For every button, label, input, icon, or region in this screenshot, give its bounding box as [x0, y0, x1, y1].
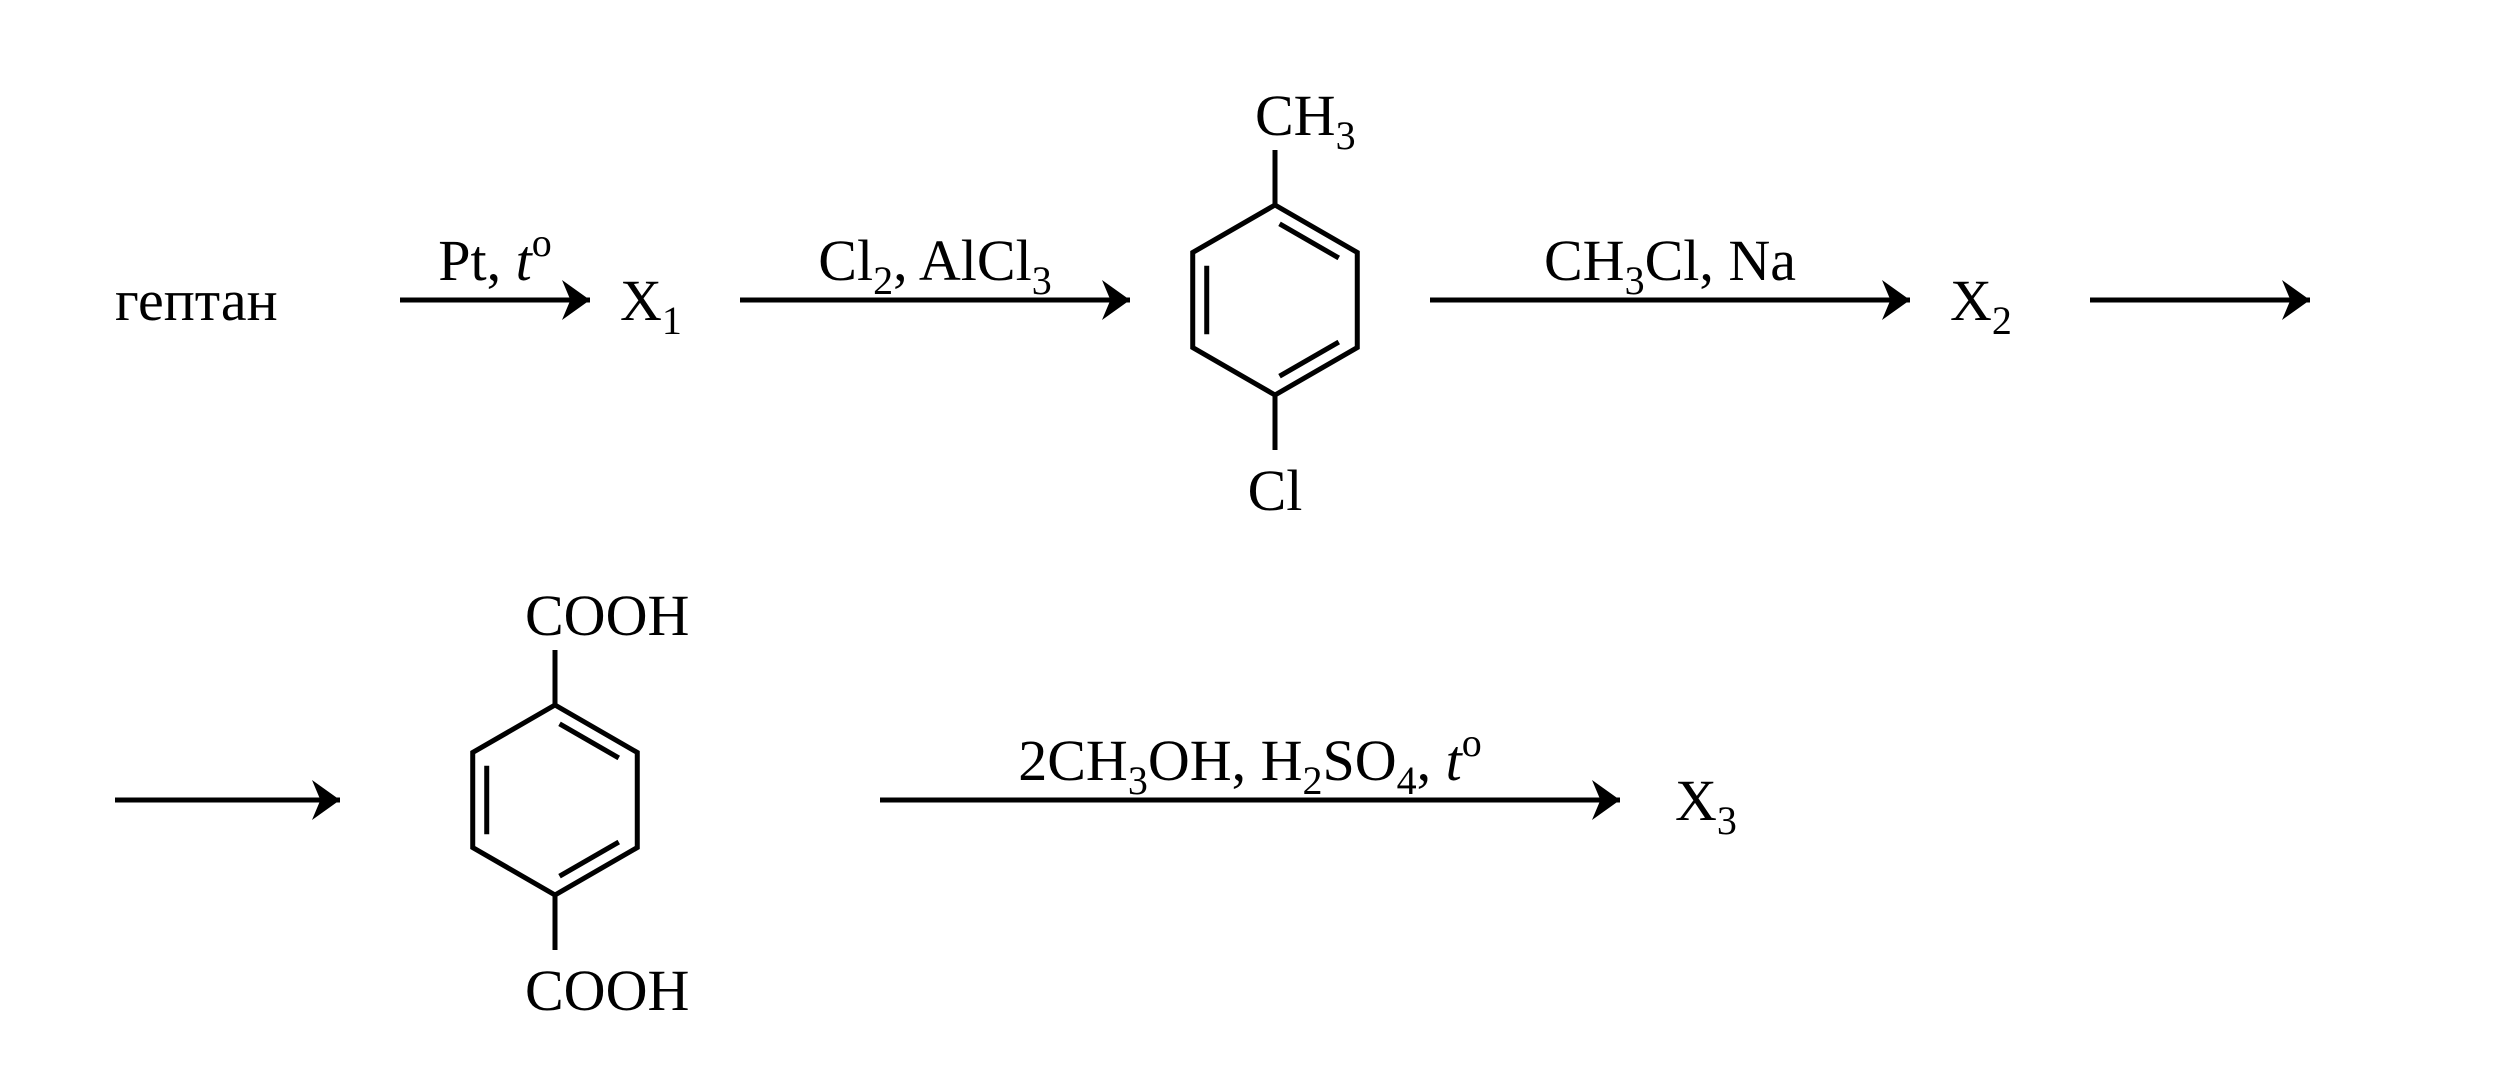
cond-arrow2: Cl2, AlCl3	[818, 228, 1051, 303]
label-x2: X2	[1950, 268, 2012, 343]
reaction-scheme: гептан Pt, to X1 Cl2, AlCl3 CH3 Cl CH3Cl, Na X2…	[0, 0, 2493, 1080]
cond-arrow3: CH3Cl, Na	[1544, 228, 1796, 303]
svg-text:Cl: Cl	[1248, 458, 1303, 523]
svg-text:CH3: CH3	[1255, 83, 1356, 158]
svg-text:COOH: COOH	[525, 583, 689, 648]
label-heptane: гептан	[115, 268, 278, 333]
cond-arrow5: 2CH3OH, H2SO4, to	[1018, 720, 1482, 803]
label-x3: X3	[1675, 768, 1737, 843]
label-x1: X1	[620, 268, 682, 343]
cond-arrow1: Pt, to	[438, 220, 552, 293]
svg-text:COOH: COOH	[525, 958, 689, 1023]
